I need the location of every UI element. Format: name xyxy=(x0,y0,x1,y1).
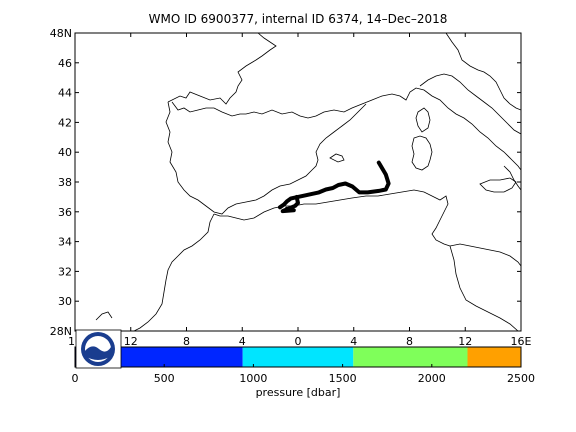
lat-tick-label: 40 xyxy=(58,146,72,159)
coastline-africa xyxy=(133,189,451,331)
map-frame xyxy=(74,32,522,332)
lon-tick-label: 0 xyxy=(295,335,302,348)
colorbar-frame xyxy=(74,346,522,368)
coastline-italy xyxy=(419,33,521,135)
latitude-ticks: 48N 46 44 42 40 38 36 34 32 30 28N xyxy=(50,27,521,338)
island-small xyxy=(95,311,113,321)
lon-tick-label: 12 xyxy=(124,335,138,348)
lat-tick-label: 44 xyxy=(58,87,72,100)
lat-tick-label: 34 xyxy=(58,236,72,249)
island-sardinia xyxy=(411,135,433,171)
colorbar-tick-label: 2000 xyxy=(418,372,446,385)
colorbar-band xyxy=(101,347,243,367)
coastline-iberia xyxy=(165,101,367,215)
lat-tick-label: 48N xyxy=(50,27,72,40)
noaa-logo xyxy=(75,329,122,369)
border-africa xyxy=(449,243,521,331)
map-title: WMO ID 6900377, internal ID 6374, 14–Dec… xyxy=(149,12,448,26)
colorbar-tick-label: 1000 xyxy=(239,372,267,385)
longitude-ticks: 16 12 8 4 0 4 8 12 16E xyxy=(68,33,532,348)
colorbar-tick-label: 500 xyxy=(154,372,175,385)
colorbar-band xyxy=(242,347,354,367)
coastline-europe xyxy=(167,33,521,171)
lat-tick-label: 42 xyxy=(58,116,72,129)
float-track xyxy=(277,160,391,214)
lon-tick-label: 4 xyxy=(350,335,357,348)
float-track-start xyxy=(280,194,300,214)
colorbar-band xyxy=(467,347,521,367)
island-mallorca xyxy=(329,153,345,163)
lon-tick-label: 16E xyxy=(511,335,532,348)
colorbar-tick-label: 1500 xyxy=(329,372,357,385)
colorbar-band xyxy=(353,347,468,367)
colorbar-tick-label: 2500 xyxy=(507,372,535,385)
colorbar-tick-label: 0 xyxy=(72,372,79,385)
island-corsica xyxy=(415,107,431,133)
coastlines xyxy=(95,33,521,331)
lat-tick-label: 28N xyxy=(50,325,72,338)
colorbar-label: pressure [dbar] xyxy=(256,386,341,399)
colorbar: 0 500 1000 1500 2000 2500 pressure [dbar] xyxy=(72,346,535,399)
lat-tick-label: 32 xyxy=(58,265,72,278)
lat-tick-label: 30 xyxy=(58,295,72,308)
lat-tick-label: 46 xyxy=(58,57,72,70)
lat-tick-label: 36 xyxy=(58,206,72,219)
coastline-tunisia xyxy=(503,165,521,191)
lon-tick-label: 8 xyxy=(406,335,413,348)
lat-tick-label: 38 xyxy=(58,176,72,189)
lon-tick-label: 8 xyxy=(183,335,190,348)
lon-tick-label: 4 xyxy=(239,335,246,348)
float-track-line xyxy=(277,160,391,210)
island-sicily xyxy=(479,177,517,193)
lon-tick-label: 12 xyxy=(458,335,472,348)
